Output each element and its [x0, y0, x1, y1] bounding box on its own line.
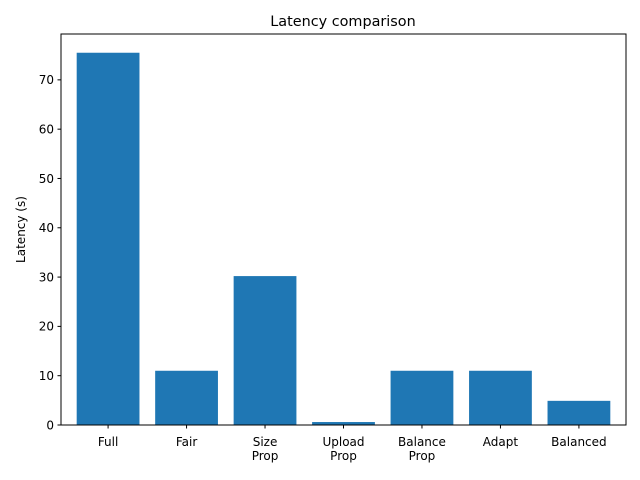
- x-tick-label-5: Adapt: [483, 435, 519, 449]
- bar-2: [233, 276, 297, 425]
- y-axis-ticks: 0 10 20 30 40 50 60 70: [39, 73, 61, 432]
- y-tick-label-6: 60: [39, 122, 54, 136]
- bar-5: [469, 370, 532, 425]
- y-axis-label: Latency (s): [14, 196, 28, 263]
- bar-4: [390, 370, 454, 425]
- y-tick-label-1: 10: [39, 369, 54, 383]
- x-tick-label-3: Upload Prop: [322, 435, 364, 463]
- bar-1: [155, 370, 218, 425]
- y-tick-label-0: 0: [46, 418, 54, 432]
- x-tick-label-1: Fair: [176, 435, 197, 449]
- x-tick-label-2: Size Prop: [252, 435, 279, 463]
- y-tick-label-2: 20: [39, 320, 54, 334]
- y-tick-label-4: 40: [39, 221, 54, 235]
- x-tick-label-6: Balanced: [551, 435, 606, 449]
- bar-0: [76, 52, 140, 426]
- x-axis-ticks: Full Fair Size Prop Upload Prop Balance Prop Ada…: [98, 425, 607, 463]
- y-tick-label-7: 70: [39, 73, 54, 87]
- bars-group: [76, 52, 611, 426]
- bar-6: [547, 400, 611, 425]
- plot-frame: [60, 33, 627, 426]
- y-tick-label-5: 50: [39, 172, 54, 186]
- chart-title: Latency comparison: [270, 14, 415, 30]
- x-tick-label-4: Balance Prop: [398, 435, 446, 463]
- x-tick-label-0: Full: [98, 435, 119, 449]
- y-tick-label-3: 30: [39, 270, 54, 284]
- bar-3: [312, 422, 375, 425]
